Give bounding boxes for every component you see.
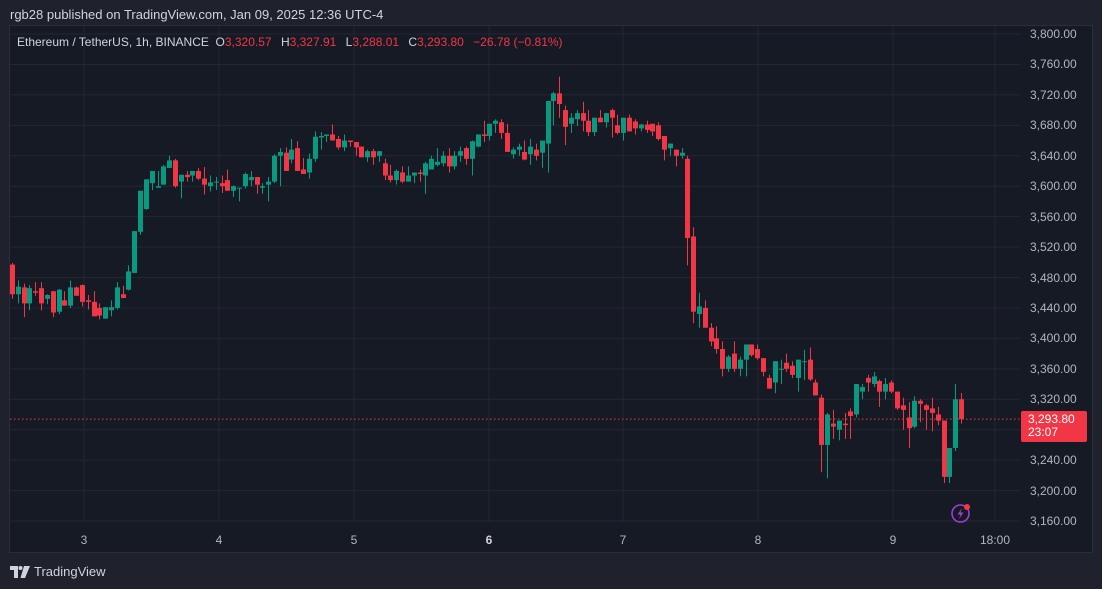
time-tick-label: 18:00 (979, 533, 1011, 547)
price-tick-label: 3,440.00 (1030, 300, 1077, 315)
low-label: L (345, 35, 353, 49)
open-label: O (215, 35, 225, 49)
time-tick-label: 9 (889, 533, 897, 547)
chart-pane[interactable] (9, 25, 1093, 553)
publish-info: rgb28 published on TradingView.com, Jan … (10, 7, 384, 22)
last-price: 3,293.80 (1028, 412, 1075, 426)
price-tick-label: 3,520.00 (1030, 240, 1077, 255)
price-tick-label: 3,160.00 (1030, 514, 1077, 528)
last-price-tag: 3,293.80 23:07 (1021, 411, 1087, 442)
brand-label: TradingView (34, 564, 106, 579)
time-tick-label: 6 (485, 533, 493, 547)
price-tick-label: 3,400.00 (1030, 331, 1077, 346)
time-tick-label: 3 (80, 533, 88, 547)
high-label: H (280, 35, 290, 49)
high-value: 3,327.91 (289, 35, 337, 49)
bar-countdown: 23:07 (1028, 425, 1059, 439)
time-tick-label: 7 (619, 533, 627, 547)
open-value: 3,320.57 (224, 35, 272, 49)
tradingview-brand[interactable]: TradingView (10, 564, 106, 579)
price-tick-label: 3,560.00 (1030, 209, 1077, 224)
price-tick-label: 3,800.00 (1030, 27, 1077, 41)
low-value: 3,288.01 (352, 35, 400, 49)
close-label: C (408, 35, 418, 49)
price-tick-label: 3,640.00 (1030, 148, 1077, 163)
symbol-legend: Ethereum / TetherUS, 1h, BINANCE O3,320.… (17, 35, 563, 49)
tradingview-logo-icon (10, 565, 30, 578)
price-tick-label: 3,680.00 (1030, 118, 1077, 133)
time-tick-label: 8 (754, 533, 762, 547)
change-value: −26.78 (−0.81%) (473, 35, 563, 49)
price-tick-label: 3,320.00 (1030, 392, 1077, 407)
lightning-bolt-icon[interactable] (950, 503, 971, 524)
price-tick-label: 3,760.00 (1030, 57, 1077, 72)
price-tick-label: 3,480.00 (1030, 270, 1077, 285)
close-value: 3,293.80 (417, 35, 464, 49)
symbol-title[interactable]: Ethereum / TetherUS, 1h, BINANCE (17, 35, 209, 49)
time-tick-label: 5 (350, 533, 358, 547)
price-tick-label: 3,360.00 (1030, 361, 1077, 376)
price-tick-label: 3,600.00 (1030, 179, 1077, 194)
price-tick-label: 3,720.00 (1030, 87, 1077, 102)
time-tick-label: 4 (215, 533, 223, 547)
price-tick-label: 3,200.00 (1030, 483, 1077, 498)
price-tick-label: 3,240.00 (1030, 453, 1077, 468)
